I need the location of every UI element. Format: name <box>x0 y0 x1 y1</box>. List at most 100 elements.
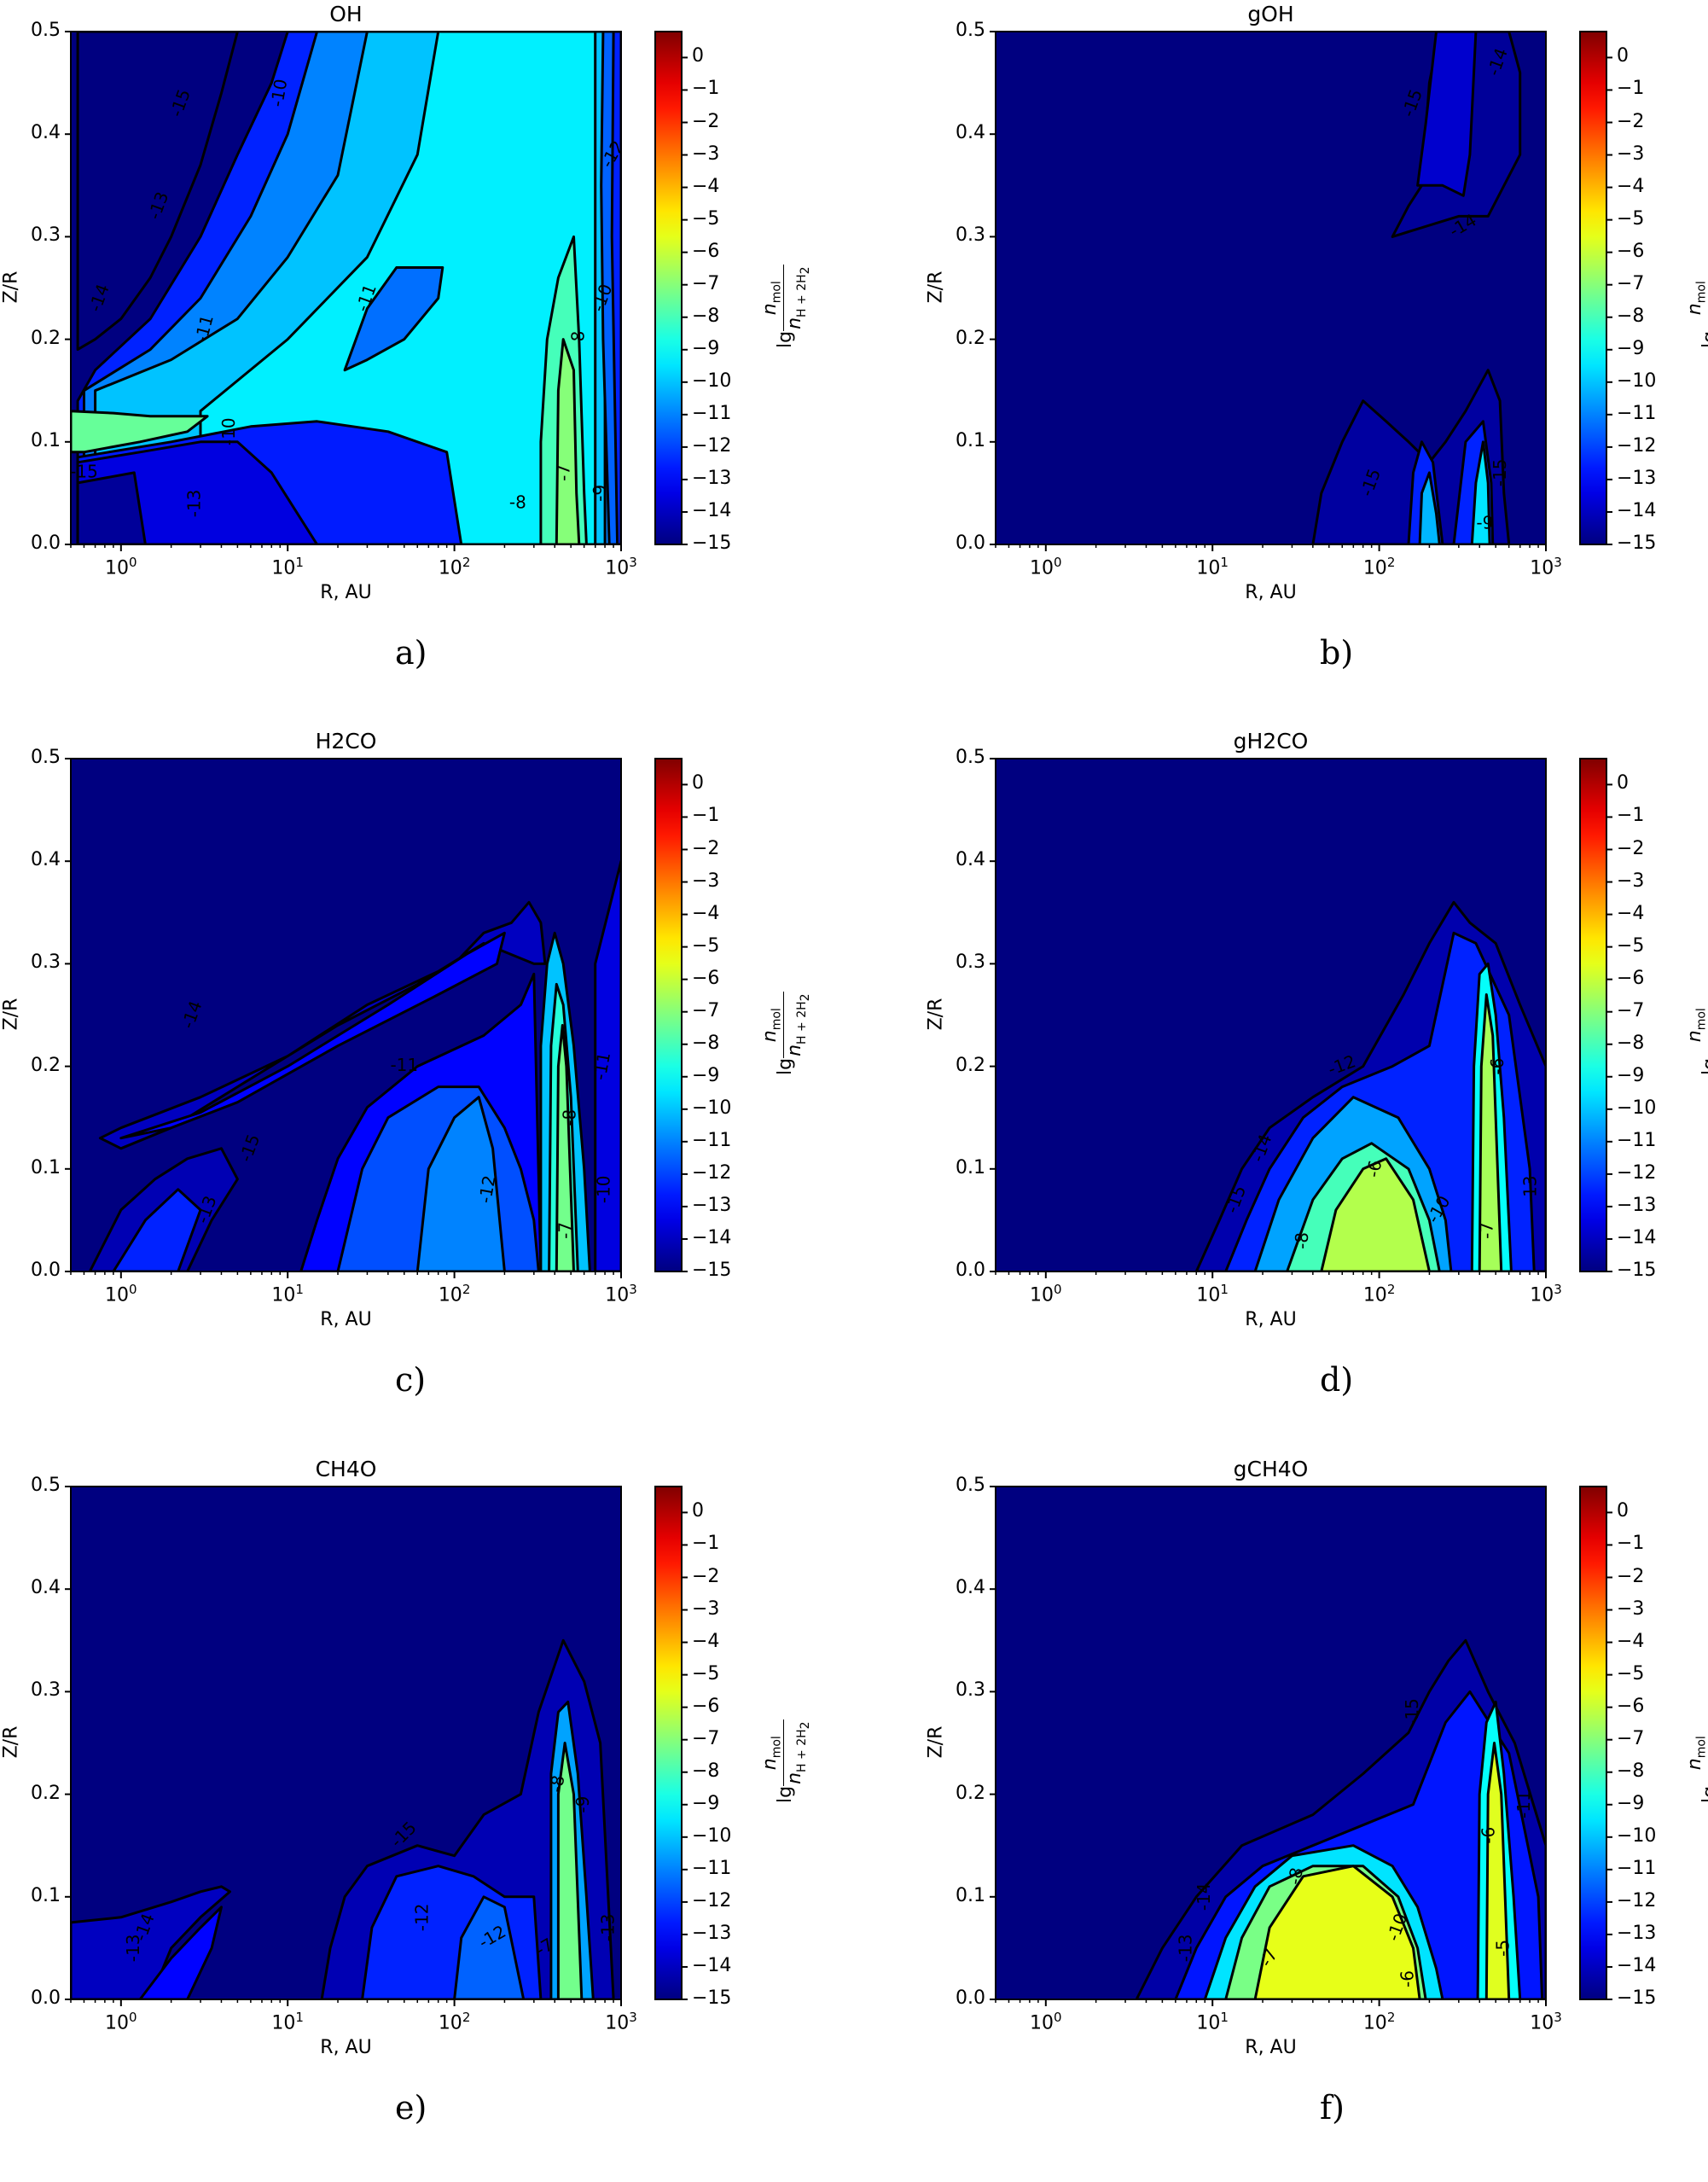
subplot-letter: c) <box>395 1361 427 1399</box>
y-tick-label: 0.5 <box>956 20 985 41</box>
colorbar-tick-label: −5 <box>1617 1662 1645 1685</box>
colorbar-tick-label: −5 <box>1617 934 1645 957</box>
contour-region <box>556 1742 584 1999</box>
colorbar-tick-label: −10 <box>692 369 732 392</box>
y-tick-label: 0.3 <box>31 224 61 247</box>
heatmap-area: -15-13-11-12-8-7-11-10-14 <box>71 759 621 1271</box>
colorbar-tick-label: −3 <box>692 870 720 892</box>
contour-label: -9 <box>572 1796 593 1813</box>
contour-region <box>71 410 209 454</box>
y-tick-label: 0.3 <box>31 951 61 974</box>
x-tick-label: 102 <box>1362 555 1396 579</box>
y-tick-label: 0.2 <box>956 1054 985 1076</box>
contour-label: -8 <box>567 331 588 348</box>
colorbar-tick-label: −14 <box>1617 499 1657 521</box>
contour-region <box>555 1024 575 1271</box>
plot-svg: -15-14-13-8-7-10-6-5-6-11 <box>990 1486 1612 2006</box>
x-tick-label: 103 <box>605 2010 637 2034</box>
y-tick-label: 0.3 <box>956 224 985 247</box>
plot-frame <box>70 1486 622 2000</box>
colorbar-tick-label: −5 <box>692 1662 720 1685</box>
subplot-letter: b) <box>1320 634 1354 672</box>
contour-label: -7 <box>555 1222 575 1239</box>
colorbar-tick-label: −7 <box>1617 272 1645 294</box>
y-tick-label: 0.1 <box>956 429 985 451</box>
x-axis-label: R, AU <box>1245 2037 1297 2058</box>
colorbar-tick-label: 0 <box>692 772 704 794</box>
subplot-title: CH4O <box>315 1457 377 1481</box>
contour-label: -12 <box>474 1173 499 1204</box>
plot-svg: -15-13-11-12-8-7-11-10-14 <box>65 758 688 1278</box>
y-tick-label: 0.2 <box>956 327 985 349</box>
x-tick-label: 102 <box>438 2010 471 2034</box>
contour-label: -14 <box>1194 1882 1214 1911</box>
contour-label: -9 <box>590 485 610 502</box>
colorbar-tick-label: −11 <box>1617 402 1657 424</box>
y-tick-label: 0.4 <box>31 849 61 871</box>
x-tick-label: 103 <box>605 555 637 579</box>
colorbar-tick-label: −7 <box>692 1727 720 1749</box>
y-axis-label: Z/R <box>0 271 22 303</box>
plot-frame <box>995 1486 1547 2000</box>
contour-label: -9 <box>1476 512 1493 532</box>
y-axis-label: Z/R <box>925 271 947 303</box>
contour-label: -8 <box>560 1109 580 1126</box>
colorbar-tick-label: −6 <box>692 967 720 989</box>
y-tick-label: 0.0 <box>956 1260 985 1281</box>
subplot-e: CH4O -14 -13 -15 -12 -12 -8 -9 -7 -13 Z/R R, AU … <box>0 1455 853 2182</box>
colorbar-tick-label: −3 <box>1617 143 1645 165</box>
colorbar-tick-label: −14 <box>692 499 732 521</box>
y-tick-label: 0.4 <box>31 122 61 144</box>
subplot-letter: e) <box>395 2089 427 2127</box>
colorbar-tick-label: −4 <box>1617 1630 1645 1652</box>
plot-frame <box>70 31 622 545</box>
colorbar-tick-label: −15 <box>1617 1987 1657 2009</box>
x-tick-label: 102 <box>438 555 471 579</box>
y-tick-label: 0.3 <box>956 1679 985 1702</box>
y-tick-label: 0.0 <box>956 532 985 554</box>
y-tick-label: 0.5 <box>31 20 61 41</box>
contour-region <box>112 1188 202 1271</box>
colorbar-tick-label: −1 <box>692 1533 720 1555</box>
plot-frame <box>70 758 622 1272</box>
colorbar-tick-label: −3 <box>692 143 720 165</box>
colorbar-tick-label: −1 <box>692 78 720 100</box>
subplot-f: gCH4O -15 -14 -13 -8 -7 -10 -6 -5 -6 -11 Z/R R, A… <box>925 1455 1708 2182</box>
colorbar-tick-label: −12 <box>1617 1161 1657 1184</box>
colorbar-tick-label: −12 <box>1617 1889 1657 1911</box>
x-tick-label: 101 <box>271 1282 304 1306</box>
colorbar <box>654 1486 683 2000</box>
x-axis-label: R, AU <box>320 2037 372 2058</box>
x-tick-label: 101 <box>1196 1282 1229 1306</box>
colorbar-tick-label: 0 <box>692 1500 704 1522</box>
colorbar-tick-label: −6 <box>1617 240 1645 262</box>
heatmap-area: -15-13-14-11-10-11-10-13-8-7-9-8-12-10-1… <box>71 32 621 544</box>
subplot-letter: d) <box>1320 1361 1354 1399</box>
colorbar-tick-label: −15 <box>692 1987 732 2009</box>
contour-label: -11 <box>590 1050 614 1081</box>
y-tick-label: 0.0 <box>31 532 61 554</box>
colorbar-tick-label: −9 <box>692 1064 720 1086</box>
y-tick-label: 0.1 <box>31 1884 61 1906</box>
contour-label: -13 <box>598 1914 619 1942</box>
contour-region <box>555 338 581 544</box>
colorbar-tick-label: −11 <box>692 1857 732 1879</box>
colorbar-tick-label: −9 <box>1617 1064 1645 1086</box>
y-tick-label: 0.1 <box>31 429 61 451</box>
x-axis-label: R, AU <box>320 582 372 603</box>
contour-region <box>1320 1157 1431 1271</box>
y-tick-label: 0.4 <box>956 1577 985 1599</box>
subplot-b: gOH -15 -14 -14 -15 -9 -15 Z/R R, AU b) 0.0 0.… <box>925 0 1708 727</box>
colorbar-tick-label: −2 <box>692 837 720 859</box>
y-tick-label: 0.2 <box>956 1782 985 1804</box>
colorbar-tick-label: −13 <box>692 1194 732 1216</box>
colorbar-tick-label: −13 <box>1617 1922 1657 1944</box>
colorbar-tick-label: −7 <box>1617 999 1645 1021</box>
colorbar-tick-label: −5 <box>692 934 720 957</box>
heatmap-area: -15-14-13-8-7-10-6-5-6-11 <box>996 1487 1546 1999</box>
colorbar-tick-label: −14 <box>1617 1226 1657 1248</box>
x-tick-label: 100 <box>1030 2010 1062 2034</box>
y-tick-label: 0.5 <box>956 1475 985 1496</box>
contour-region <box>71 1885 231 1999</box>
